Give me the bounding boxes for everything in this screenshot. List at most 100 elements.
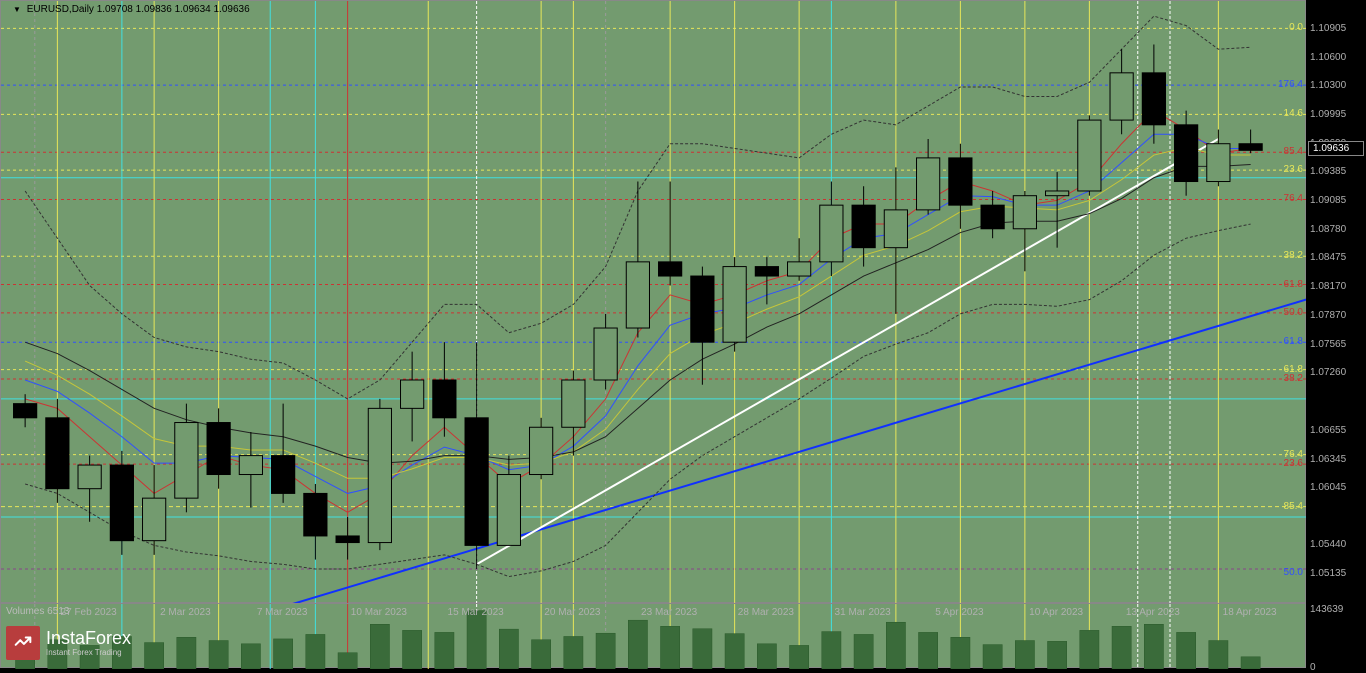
volume-bar[interactable] — [306, 634, 325, 669]
volume-title: Volumes 6513 — [6, 606, 69, 617]
candle-body[interactable] — [304, 493, 327, 536]
volume-bar[interactable] — [983, 645, 1002, 669]
candle-body[interactable] — [1175, 125, 1198, 182]
volume-bar[interactable] — [1080, 630, 1099, 669]
volume-bar[interactable] — [241, 644, 260, 669]
candle-body[interactable] — [820, 205, 843, 262]
volume-bar[interactable] — [370, 624, 389, 669]
volume-bar[interactable] — [209, 641, 228, 669]
candle-body[interactable] — [626, 262, 649, 328]
candle-body[interactable] — [207, 423, 230, 475]
candle-body[interactable] — [1110, 73, 1133, 120]
volume-bar[interactable] — [1209, 641, 1228, 669]
volume-bar[interactable] — [467, 611, 486, 669]
price-chart-area[interactable]: ▼ EURUSD,Daily 1.09708 1.09836 1.09634 1… — [0, 0, 1306, 603]
date-tick: 23 Mar 2023 — [641, 607, 697, 618]
chart-svg — [1, 1, 1307, 604]
price-tick: 1.06345 — [1310, 454, 1346, 465]
date-tick: 2 Mar 2023 — [160, 607, 211, 618]
volume-bar[interactable] — [1015, 641, 1034, 669]
volume-bar[interactable] — [1241, 657, 1260, 669]
volume-bar[interactable] — [628, 620, 647, 669]
candle-body[interactable] — [143, 498, 166, 541]
volume-bar[interactable] — [145, 643, 164, 669]
volume-bar[interactable] — [1112, 626, 1131, 669]
date-tick: 28 Mar 2023 — [738, 607, 794, 618]
candle-body[interactable] — [497, 475, 520, 546]
candle-body[interactable] — [1207, 144, 1230, 182]
watermark-logo: InstaForex Instant Forex Trading — [6, 626, 131, 660]
candle-body[interactable] — [1142, 73, 1165, 125]
candle-body[interactable] — [1078, 120, 1101, 191]
volume-bar[interactable] — [532, 640, 551, 669]
volume-bar[interactable] — [435, 632, 454, 669]
volume-bar[interactable] — [757, 644, 776, 669]
candle-body[interactable] — [1046, 191, 1069, 196]
candle-body[interactable] — [368, 408, 391, 542]
dropdown-arrow-icon[interactable]: ▼ — [13, 5, 21, 14]
candle-body[interactable] — [465, 418, 488, 546]
candle-body[interactable] — [1239, 144, 1262, 151]
chart-window: ▼ EURUSD,Daily 1.09708 1.09836 1.09634 1… — [0, 0, 1366, 668]
candle-body[interactable] — [239, 456, 262, 475]
candle-body[interactable] — [110, 465, 133, 541]
candle-body[interactable] — [336, 536, 359, 543]
volume-bar[interactable] — [177, 637, 196, 669]
volume-bar[interactable] — [886, 622, 905, 669]
volume-bar[interactable] — [1144, 624, 1163, 669]
date-tick: 31 Mar 2023 — [835, 607, 891, 618]
volume-bar[interactable] — [854, 634, 873, 669]
fib-level-label: 76.4 — [1284, 193, 1303, 204]
candle-body[interactable] — [530, 427, 553, 474]
candle-body[interactable] — [917, 158, 940, 210]
candle-body[interactable] — [723, 267, 746, 343]
candle-body[interactable] — [46, 418, 69, 489]
fib-level-label: 85.4 — [1284, 501, 1303, 512]
volume-bar[interactable] — [725, 634, 744, 669]
candle-body[interactable] — [1013, 196, 1036, 229]
date-tick: 13 Apr 2023 — [1126, 607, 1180, 618]
trend-line[interactable] — [283, 297, 1307, 604]
price-tick: 1.09385 — [1310, 166, 1346, 177]
price-tick: 1.08780 — [1310, 224, 1346, 235]
candle-body[interactable] — [401, 380, 424, 408]
candle-body[interactable] — [755, 267, 778, 276]
volume-bar[interactable] — [1048, 641, 1067, 669]
candle-body[interactable] — [659, 262, 682, 276]
volume-bar[interactable] — [790, 645, 809, 669]
volume-bar[interactable] — [919, 632, 938, 669]
candle-body[interactable] — [594, 328, 617, 380]
candle-body[interactable] — [433, 380, 456, 418]
logo-brand: InstaForex — [46, 629, 131, 647]
candle-body[interactable] — [272, 456, 295, 494]
candle-body[interactable] — [788, 262, 811, 276]
volume-bar[interactable] — [499, 629, 518, 669]
volume-bar[interactable] — [951, 637, 970, 669]
price-tick: 1.05440 — [1310, 539, 1346, 550]
candle-body[interactable] — [562, 380, 585, 427]
candle-body[interactable] — [981, 205, 1004, 229]
trend-line[interactable] — [477, 139, 1219, 564]
volume-bar[interactable] — [338, 653, 357, 669]
candle-body[interactable] — [175, 423, 198, 499]
volume-bar[interactable] — [822, 632, 841, 669]
candle-body[interactable] — [78, 465, 101, 489]
volume-bar[interactable] — [693, 629, 712, 669]
candle-body[interactable] — [691, 276, 714, 342]
logo-badge-icon — [6, 626, 40, 660]
volume-bar[interactable] — [596, 633, 615, 669]
price-tick: 1.07260 — [1310, 367, 1346, 378]
fib-level-label: 38.2 — [1284, 373, 1303, 384]
candle-body[interactable] — [884, 210, 907, 248]
volume-bar[interactable] — [1177, 632, 1196, 669]
candle-body[interactable] — [949, 158, 972, 205]
volume-bar[interactable] — [403, 630, 422, 669]
volume-bar[interactable] — [274, 639, 293, 669]
fib-level-label: 176.4 — [1278, 79, 1303, 90]
volume-bar[interactable] — [564, 636, 583, 669]
candle-body[interactable] — [852, 205, 875, 248]
volume-bar[interactable] — [661, 626, 680, 669]
candle-body[interactable] — [14, 404, 37, 418]
price-tick: 1.07565 — [1310, 339, 1346, 350]
date-tick: 15 Mar 2023 — [448, 607, 504, 618]
